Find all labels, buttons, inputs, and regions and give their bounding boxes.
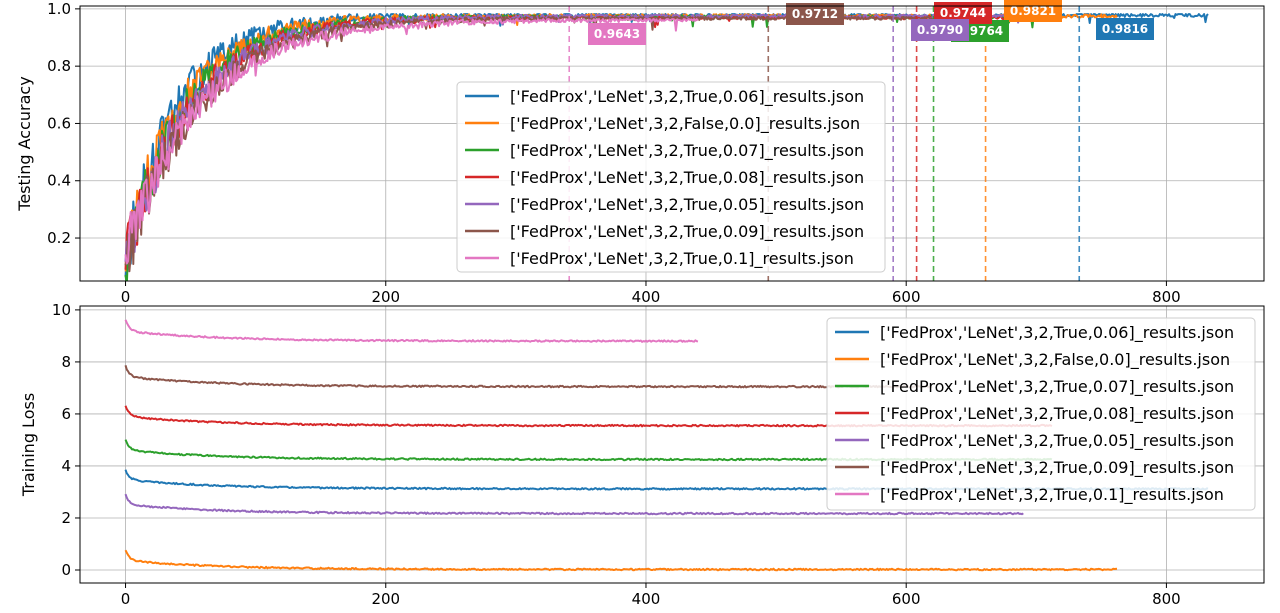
series-line: [124, 319, 699, 343]
annotation-label: 0.9790: [917, 23, 963, 37]
plot-frame: [79, 5, 1265, 282]
x-tick-label: 600: [892, 288, 921, 306]
accuracy-chart: 0.98160.98210.97640.97440.97900.97120.96…: [15, 0, 1265, 306]
legend-entry: ['FedProx','LeNet',3,2,True,0.09]_result…: [880, 458, 1234, 478]
y-tick-label: 2: [61, 509, 71, 527]
x-tick-label: 200: [371, 288, 400, 306]
y-tick-label: 0: [61, 561, 71, 579]
annotation-box: [934, 2, 992, 24]
annotation-label: 0.9821: [1010, 4, 1056, 18]
legend-box: [456, 81, 886, 273]
annotation-label: 0.9744: [940, 6, 986, 20]
y-axis-label: Training Loss: [19, 393, 38, 497]
series-group: [124, 13, 1209, 281]
legend-entry: ['FedProx','LeNet',3,2,True,0.1]_results…: [510, 249, 854, 269]
legend-box: [826, 317, 1256, 511]
legend-entry: ['FedProx','LeNet',3,2,True,0.07]_result…: [510, 141, 864, 161]
y-tick-label: 4: [61, 457, 71, 475]
y-tick-label: 0.8: [47, 57, 71, 75]
legend-entry: ['FedProx','LeNet',3,2,True,0.1]_results…: [880, 485, 1224, 505]
annotation-box: [588, 23, 646, 45]
x-tick-label: 400: [632, 288, 661, 306]
series-group: [124, 319, 1209, 572]
y-tick-label: 10: [52, 301, 71, 319]
y-tick-label: 0.4: [47, 172, 71, 190]
legend-entry: ['FedProx','LeNet',3,2,True,0.06]_result…: [880, 323, 1234, 343]
x-tick-label: 400: [632, 590, 661, 608]
legend-entry: ['FedProx','LeNet',3,2,True,0.05]_result…: [510, 195, 864, 215]
y-axis-label: Testing Accuracy: [15, 76, 34, 211]
annotation-box: [911, 19, 969, 41]
legend-entry: ['FedProx','LeNet',3,2,False,0.0]_result…: [510, 114, 860, 134]
y-tick-label: 6: [61, 405, 71, 423]
plot-frame: [79, 305, 1265, 584]
x-tick-label: 600: [892, 590, 921, 608]
y-tick-label: 8: [61, 353, 71, 371]
legend-entry: ['FedProx','LeNet',3,2,True,0.05]_result…: [880, 431, 1234, 451]
annotation-box: [786, 3, 844, 25]
y-tick-label: 0.6: [47, 114, 71, 132]
legend-entry: ['FedProx','LeNet',3,2,True,0.07]_result…: [880, 377, 1234, 397]
series-line: [124, 493, 1024, 516]
loss-chart: 0 200 400 600 800 0 2 4 6 8 10 Training Loss ['FedPr…: [19, 301, 1265, 608]
x-tick-label: 800: [1152, 288, 1181, 306]
y-tick-label: 0.2: [47, 229, 71, 247]
legend-entry: ['FedProx','LeNet',3,2,True,0.08]_result…: [880, 404, 1234, 424]
legend-entry: ['FedProx','LeNet',3,2,True,0.06]_result…: [510, 87, 864, 107]
series-line: [124, 549, 1118, 572]
legend-entry: ['FedProx','LeNet',3,2,False,0.0]_result…: [880, 350, 1230, 370]
x-tick-label: 200: [371, 590, 400, 608]
x-tick-label: 800: [1152, 590, 1181, 608]
annotation-label: 0.9816: [1102, 22, 1148, 36]
legend-entry: ['FedProx','LeNet',3,2,True,0.09]_result…: [510, 222, 864, 242]
annotation-label: 0.9712: [792, 7, 838, 21]
x-tick-label: 0: [121, 288, 131, 306]
legend: ['FedProx','LeNet',3,2,True,0.06]_result…: [826, 317, 1256, 511]
series-line: [124, 18, 699, 265]
legend-entry: ['FedProx','LeNet',3,2,True,0.08]_result…: [510, 168, 864, 188]
y-tick-label: 1.0: [47, 0, 71, 18]
series-line: [124, 365, 933, 389]
x-tick-label: 0: [121, 590, 131, 608]
annotation-label: 0.9643: [594, 27, 640, 41]
legend: ['FedProx','LeNet',3,2,True,0.06]_result…: [456, 81, 886, 273]
annotation-box: [1096, 18, 1154, 40]
